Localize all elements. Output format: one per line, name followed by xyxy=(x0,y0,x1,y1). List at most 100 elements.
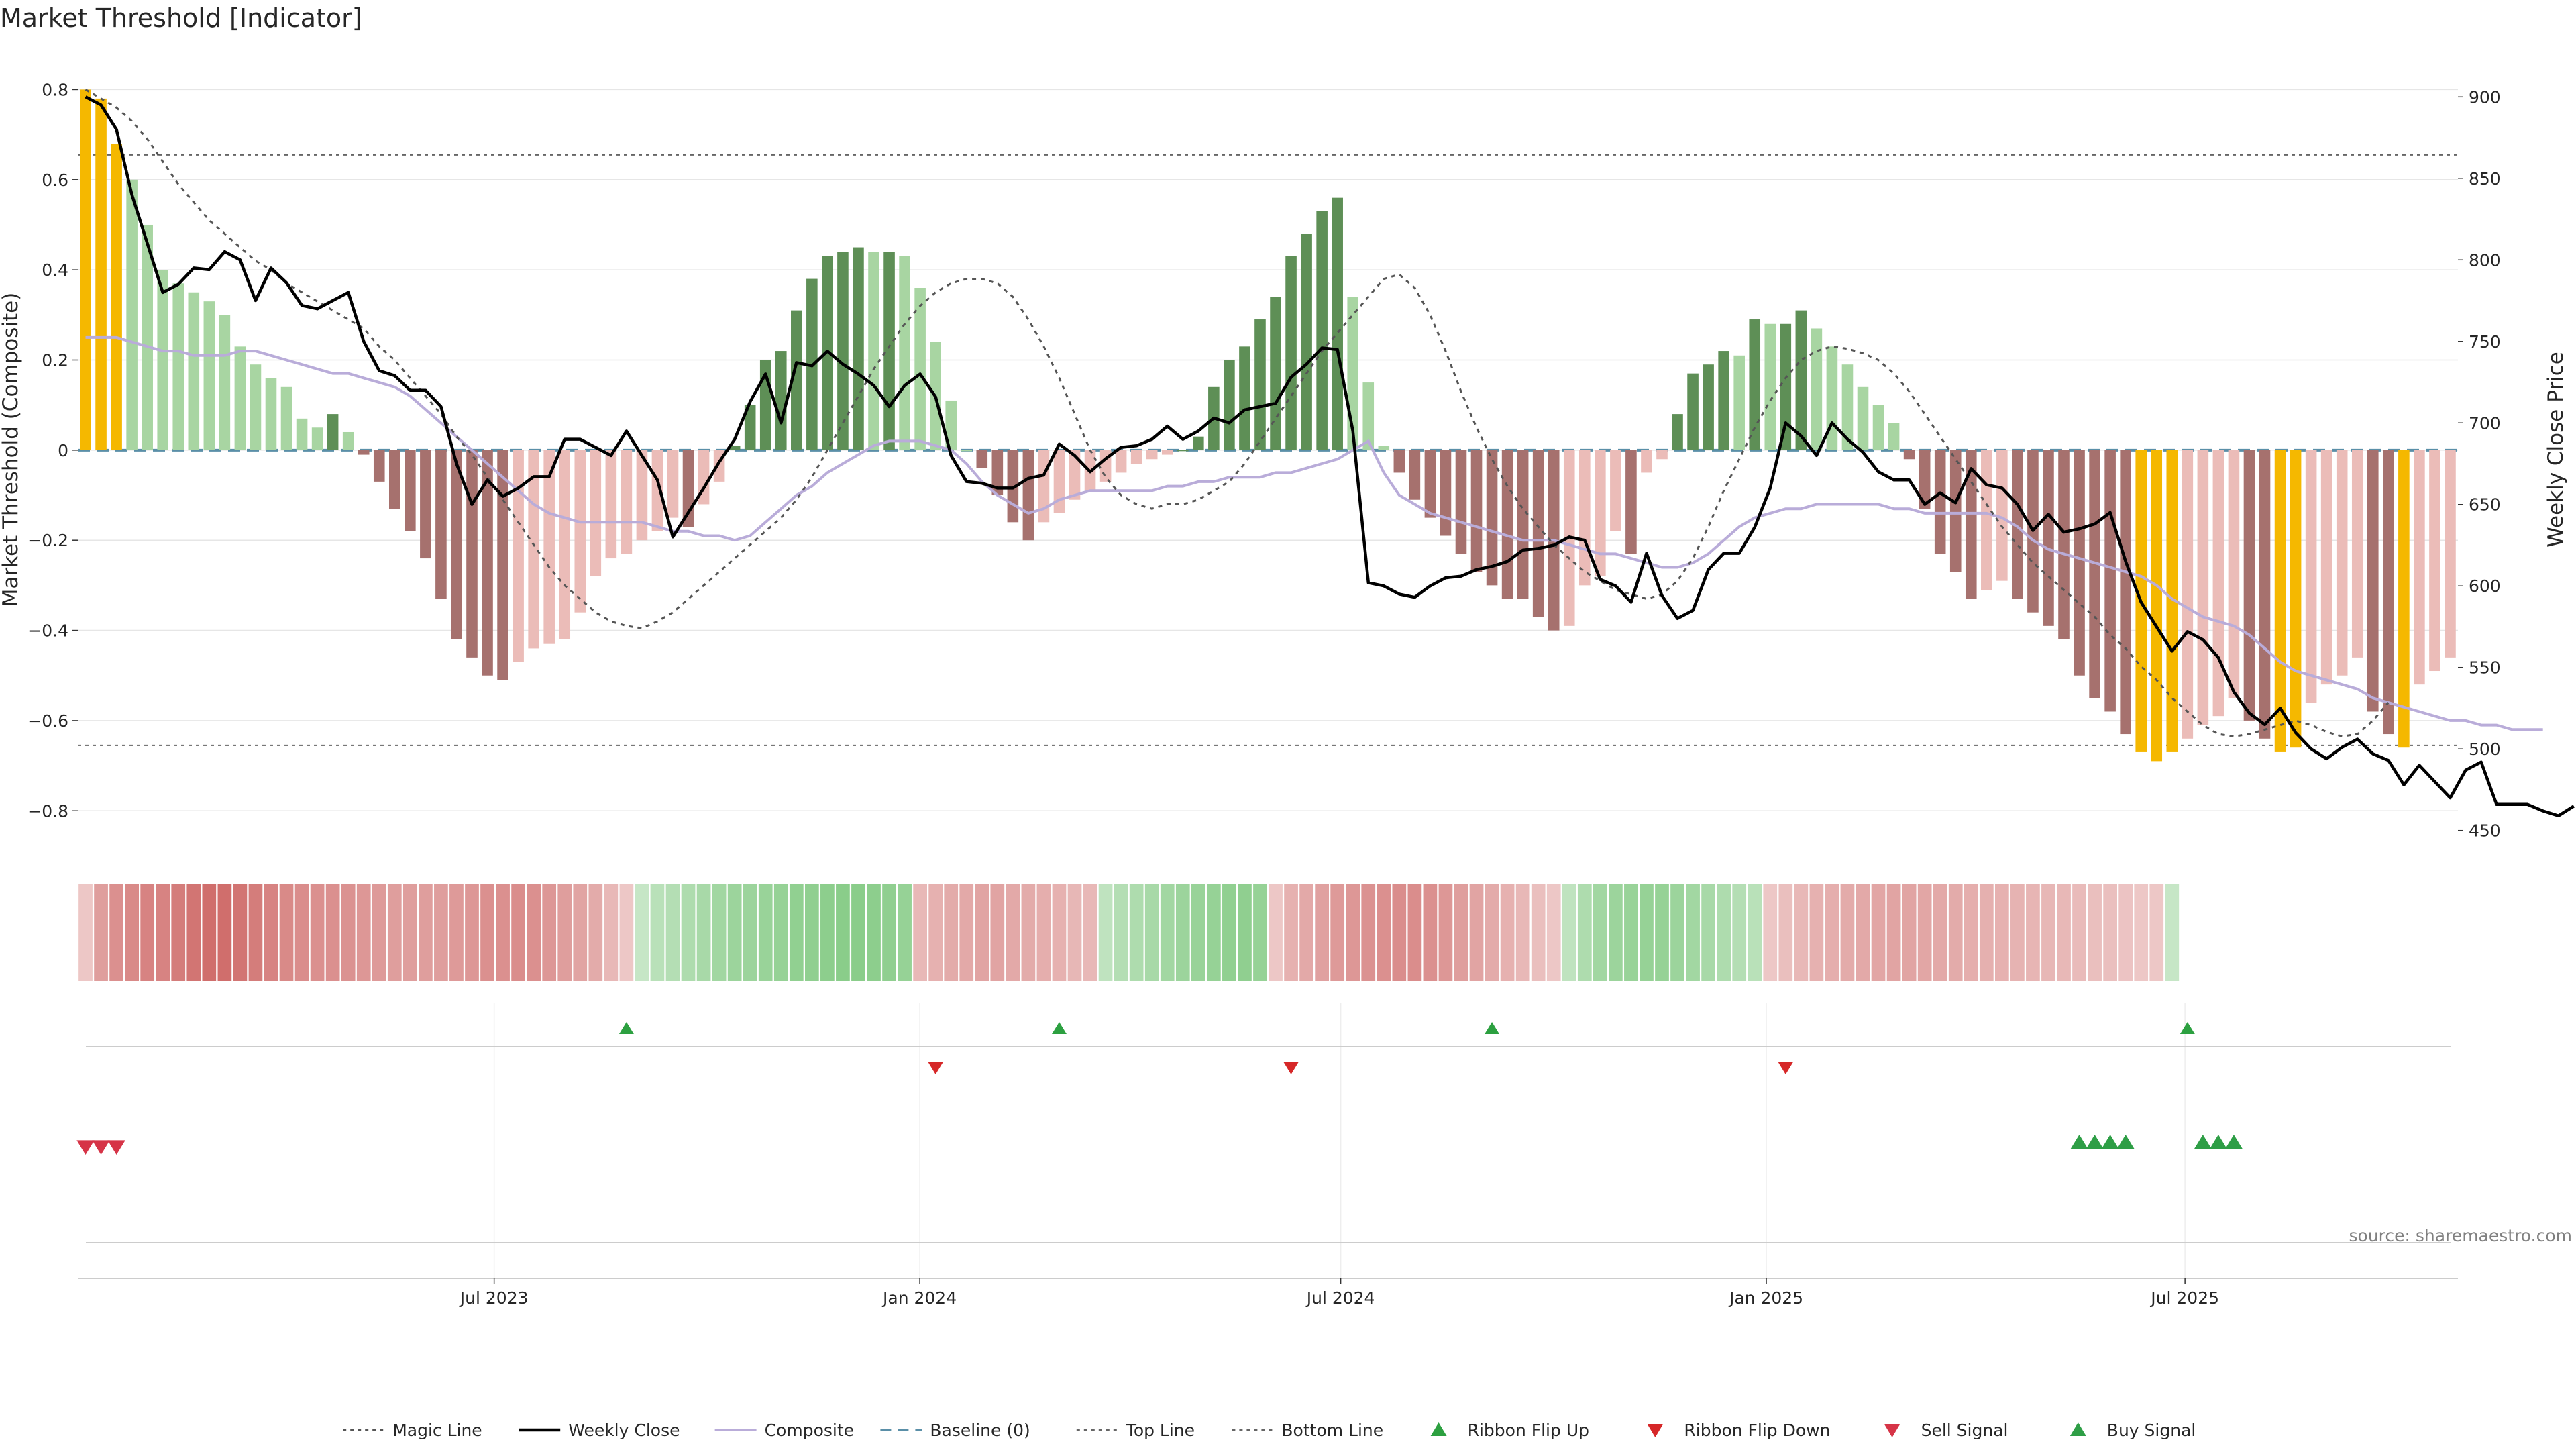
composite-bar xyxy=(775,351,787,450)
legend-label: Ribbon Flip Up xyxy=(1468,1420,1589,1440)
ribbon-cell xyxy=(1315,884,1330,981)
buy-signal-marker xyxy=(2224,1135,2243,1149)
ribbon-cell xyxy=(1485,884,1499,981)
ribbon-cell xyxy=(1825,884,1839,981)
composite-bar xyxy=(250,364,262,450)
composite-bar xyxy=(1919,450,1931,509)
legend-item: Buy Signal xyxy=(2070,1420,2196,1440)
composite-bar xyxy=(1641,450,1652,473)
composite-bar xyxy=(2445,450,2456,658)
ribbon-cell xyxy=(557,884,572,981)
legend-item: Ribbon Flip Up xyxy=(1430,1420,1589,1440)
composite-bar xyxy=(528,450,539,649)
ribbon-cell xyxy=(125,884,140,981)
legend-item: Top Line xyxy=(1076,1420,1195,1440)
composite-bar xyxy=(327,414,339,450)
legend-item: Ribbon Flip Down xyxy=(1647,1420,1830,1440)
composite-bar xyxy=(157,270,169,450)
ribbon-cell xyxy=(109,884,123,981)
composite-bar xyxy=(945,400,957,450)
composite-bars xyxy=(80,89,2456,762)
ribbon-cell xyxy=(1052,884,1067,981)
ribbon-cell xyxy=(898,884,912,981)
composite-bar xyxy=(1316,211,1328,450)
composite-bar xyxy=(111,144,122,450)
composite-bar xyxy=(2429,450,2440,672)
buy-signal-marker xyxy=(2070,1135,2088,1149)
legend-label: Baseline (0) xyxy=(930,1420,1030,1440)
ribbon-cell xyxy=(990,884,1005,981)
sell-signal-marker xyxy=(107,1140,125,1155)
legend-label: Bottom Line xyxy=(1281,1420,1383,1440)
ribbon-cell xyxy=(851,884,865,981)
y-left-tick-label: −0.6 xyxy=(28,711,68,731)
x-tick-label: Jul 2023 xyxy=(459,1288,529,1308)
ribbon-cell xyxy=(1902,884,1917,981)
composite-bar xyxy=(405,450,416,531)
source-note: source: sharemaestro.com xyxy=(2349,1226,2573,1245)
legend-item: Sell Signal xyxy=(1884,1420,2008,1440)
ribbon-cell xyxy=(650,884,665,981)
y-right-tick-label: 550 xyxy=(2469,658,2501,678)
ribbon-cell xyxy=(1871,884,1886,981)
composite-bar xyxy=(1703,364,1714,450)
ribbon-cell xyxy=(1006,884,1020,981)
composite-bar xyxy=(1749,319,1761,450)
legend-label: Top Line xyxy=(1126,1420,1195,1440)
buy-signal-marker xyxy=(2194,1135,2212,1149)
legend-item: Baseline (0) xyxy=(880,1420,1030,1440)
composite-bar xyxy=(1780,323,1792,450)
ribbon-cell xyxy=(1624,884,1638,981)
ribbon-cell xyxy=(1067,884,1082,981)
composite-bar xyxy=(2351,450,2363,658)
series-lines xyxy=(85,89,2575,818)
composite-bar xyxy=(265,378,277,450)
ribbon-cell xyxy=(1964,884,1978,981)
composite-bar xyxy=(744,405,756,450)
ribbon-cell xyxy=(1206,884,1221,981)
ribbon-cell xyxy=(94,884,108,981)
ribbon-flip-up-marker xyxy=(2180,1022,2195,1034)
composite-bar xyxy=(142,224,153,450)
ribbon-cell xyxy=(1640,884,1654,981)
composite-bar xyxy=(543,450,555,644)
ribbon-cell xyxy=(619,884,634,981)
composite-bar xyxy=(482,450,493,676)
ribbon-cell xyxy=(2165,884,2180,981)
ribbon-cell xyxy=(2118,884,2133,981)
composite-bar xyxy=(435,450,447,599)
legend-swatch xyxy=(1647,1424,1664,1437)
y-left-axis-label: Market Threshold (Composite) xyxy=(0,293,23,607)
composite-bar xyxy=(296,418,308,450)
composite-bar xyxy=(729,446,741,450)
composite-bar xyxy=(2182,450,2194,739)
ribbon-cell xyxy=(1840,884,1855,981)
ribbon-cell xyxy=(1098,884,1113,981)
composite-bar xyxy=(1718,351,1729,450)
composite-bar xyxy=(1270,297,1281,450)
ribbon-cell xyxy=(789,884,804,981)
ribbon-cell xyxy=(2088,884,2102,981)
composite-bar xyxy=(1115,450,1127,473)
composite-bar xyxy=(1981,450,1992,590)
ribbon-cell xyxy=(1531,884,1546,981)
composite-bar xyxy=(1393,450,1405,473)
ribbon-cell xyxy=(681,884,696,981)
legend-item: Composite xyxy=(714,1420,854,1440)
legend-label: Composite xyxy=(765,1420,854,1440)
ribbon-cell xyxy=(1809,884,1824,981)
composite-bar xyxy=(1996,450,2008,581)
ribbon-cell xyxy=(1284,884,1298,981)
composite-bar xyxy=(1625,450,1637,554)
composite-bar xyxy=(188,292,200,450)
ribbon-cell xyxy=(387,884,402,981)
composite-bar xyxy=(2058,450,2070,639)
sell-signal-marker xyxy=(76,1140,95,1155)
composite-bar xyxy=(961,450,973,452)
ribbon-cell xyxy=(1948,884,1963,981)
ribbon-cell xyxy=(1886,884,1901,981)
composite-bar xyxy=(1501,450,1513,599)
composite-bar xyxy=(2320,450,2332,685)
buy-signal-marker xyxy=(2101,1135,2119,1149)
legend-label: Weekly Close xyxy=(568,1420,680,1440)
